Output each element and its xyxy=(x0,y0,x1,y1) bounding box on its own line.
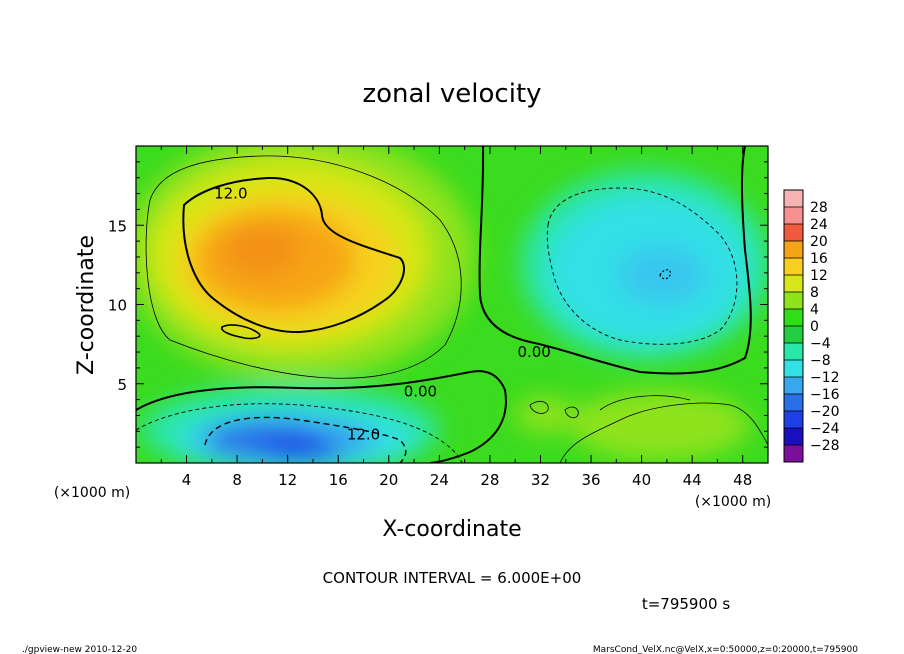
chart-title: zonal velocity xyxy=(362,79,541,109)
colorbar-tick-label: −12 xyxy=(810,370,840,386)
colorbar-tick-label: 28 xyxy=(810,200,828,216)
y-tick-label: 5 xyxy=(117,376,127,394)
contour-labels: 12.0 0.00 0.00 12.0 xyxy=(214,185,551,444)
contour-label: 0.00 xyxy=(517,343,550,361)
colorbar-swatch xyxy=(784,292,803,309)
colorbar-tick-label: 20 xyxy=(810,234,828,250)
y-axis: 5 10 15 xyxy=(108,161,768,448)
colorbar-swatch xyxy=(784,258,803,275)
colorbar-tick-label: 0 xyxy=(810,319,819,335)
colorbar-tick-label: −8 xyxy=(810,353,831,369)
colorbar-swatch xyxy=(784,190,803,207)
colorbar-swatch xyxy=(784,309,803,326)
plot-area xyxy=(136,146,768,463)
footer-left: ./gpview-new 2010-12-20 xyxy=(22,645,137,654)
colorbar-tick-label: 8 xyxy=(810,285,819,301)
colorbar-tick-label: −20 xyxy=(810,404,840,420)
x-tick-label: 16 xyxy=(329,471,348,489)
colorbar-tick-label: 24 xyxy=(810,217,828,233)
x-tick-label: 32 xyxy=(531,471,550,489)
y-axis-title: Z-coordinate xyxy=(74,235,99,375)
x-tick-label: 24 xyxy=(430,471,449,489)
colorbar-swatch xyxy=(784,394,803,411)
x-tick-label: 8 xyxy=(232,471,242,489)
colorbar-swatch xyxy=(784,445,803,462)
x-tick-label: 40 xyxy=(632,471,651,489)
colorbar-swatch xyxy=(784,326,803,343)
colorbar-tick-label: −28 xyxy=(810,438,840,454)
colorbar-tick-label: 12 xyxy=(810,268,828,284)
colorbar-swatch xyxy=(784,224,803,241)
colorbar-swatch xyxy=(784,241,803,258)
colorbar-swatch xyxy=(784,377,803,394)
x-tick-label: 48 xyxy=(733,471,752,489)
contour-label: 12.0 xyxy=(214,185,247,203)
colorbar-tick-label: −24 xyxy=(810,421,840,437)
x-unit-label: (×1000 m) xyxy=(54,485,130,501)
contour-label: 12.0 xyxy=(347,425,380,443)
y-tick-label: 10 xyxy=(108,297,127,315)
colorbar-swatch xyxy=(784,343,803,360)
colorbar-tick-label: −4 xyxy=(810,336,831,352)
contour-interval-label: CONTOUR INTERVAL = 6.000E+00 xyxy=(323,569,582,587)
x-axis-title: X-coordinate xyxy=(382,517,521,542)
x-tick-label: 20 xyxy=(379,471,398,489)
colorbar-swatch xyxy=(784,411,803,428)
colorbar-tick-label: 4 xyxy=(810,302,819,318)
x-tick-label: 28 xyxy=(480,471,499,489)
colorbar-swatch xyxy=(784,360,803,377)
contour-label: 0.00 xyxy=(404,383,437,401)
time-label: t=795900 s xyxy=(642,595,730,613)
y-tick-label: 15 xyxy=(108,217,127,235)
colorbar-tick-label: −16 xyxy=(810,387,840,403)
colorbar-swatch xyxy=(784,275,803,292)
colorbar-swatch xyxy=(784,428,803,445)
colorbar-swatch xyxy=(784,207,803,224)
x-tick-label: 4 xyxy=(182,471,192,489)
colorbar-tick-label: 16 xyxy=(810,251,828,267)
x-tick-label: 44 xyxy=(683,471,702,489)
footer-right: MarsCond_VelX.nc@VelX,x=0:50000,z=0:2000… xyxy=(593,645,858,654)
x-unit-label-right: (×1000 m) xyxy=(695,494,771,510)
x-tick-label: 36 xyxy=(581,471,600,489)
x-tick-label: 12 xyxy=(278,471,297,489)
x-axis: 4 8 12 16 20 24 28 32 36 40 44 48 xyxy=(160,146,752,489)
